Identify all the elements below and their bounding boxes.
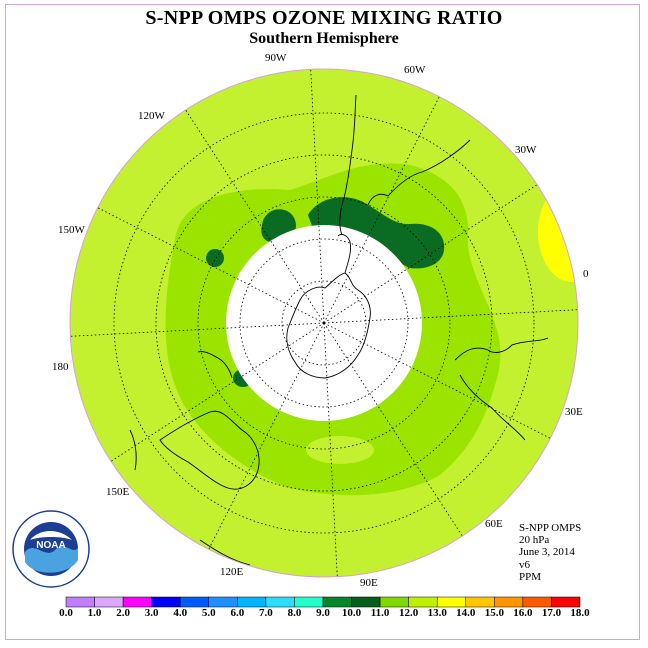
ozone-band-10-11 xyxy=(206,249,224,267)
latitude-circle xyxy=(281,280,367,366)
date-label: June 3, 2014 xyxy=(519,546,575,559)
graticule xyxy=(70,69,578,577)
australia-coast xyxy=(159,410,260,490)
colorbar-tick-label: 6.0 xyxy=(230,607,245,619)
colorbar-tick-label: 3.0 xyxy=(144,607,159,619)
indonesia-coast xyxy=(129,429,251,566)
instrument-label: S-NPP OMPS xyxy=(519,522,582,534)
lon-label-180: 180 xyxy=(52,361,69,373)
latitude-circle xyxy=(155,154,493,492)
africa-coast xyxy=(454,337,549,361)
lon-label-90e: 90E xyxy=(360,577,378,589)
ozone-field xyxy=(70,69,578,577)
latitude-circle xyxy=(197,196,451,450)
colorbar-tick-label: 16.0 xyxy=(513,607,533,619)
colorbar-tick-label: 17.0 xyxy=(541,607,562,619)
colorbar-tick-label: 4.0 xyxy=(173,607,188,619)
figure-frame xyxy=(5,4,640,640)
south-pole-marker xyxy=(322,321,326,325)
latitude-circle xyxy=(239,238,409,408)
lon-label-150e: 150E xyxy=(106,486,130,498)
lon-label-60w: 60W xyxy=(404,64,426,76)
colorbar-tick-label: 0.0 xyxy=(59,607,73,619)
pressure-level: 20 hPa xyxy=(519,534,550,547)
colorbar-tick-label: 13.0 xyxy=(427,607,447,619)
antarctica-coast xyxy=(286,272,371,379)
colorbar-tick-label: 14.0 xyxy=(456,607,476,619)
colorbar-tick-label: 7.0 xyxy=(259,607,273,619)
lon-label-60e: 60E xyxy=(485,518,503,530)
lon-label-150w: 150W xyxy=(58,224,85,236)
info-block: S-NPP OMPS 20 hPa June 3, 2014 v6 PPM xyxy=(519,522,581,583)
colorbar-tick-label: 8.0 xyxy=(287,607,302,619)
lon-label-90w: 90W xyxy=(265,52,287,64)
colorbar-tick-label: 1.0 xyxy=(87,607,102,619)
colorbar-tick-label: 9.0 xyxy=(316,607,330,619)
colorbar-tick-label: 5.0 xyxy=(201,607,216,619)
latitude-circle xyxy=(113,112,535,534)
new-zealand-coast xyxy=(197,351,233,379)
map-boundary xyxy=(69,68,579,578)
lon-label-30w: 30W xyxy=(515,144,537,156)
lon-label-120e: 120E xyxy=(220,566,244,578)
map-subtitle: Southern Hemisphere xyxy=(249,30,399,47)
colorbar-tick-label: 2.0 xyxy=(116,607,130,619)
colorbar-tick-label: 11.0 xyxy=(370,607,390,619)
ozone-band-10-11 xyxy=(308,197,445,269)
coastlines xyxy=(129,94,549,566)
lon-label-30e: 30E xyxy=(565,406,583,418)
ozone-band-12-13-patch xyxy=(306,436,374,464)
africa-coast-south xyxy=(459,374,526,441)
south-america-coast-east xyxy=(367,139,471,206)
lon-label-120w: 120W xyxy=(138,110,165,122)
version-label: v6 xyxy=(519,558,530,571)
colorbar-tick-label: 10.0 xyxy=(341,607,362,619)
colorbar-tick-label: 15.0 xyxy=(484,607,504,619)
colorbar-tick-label: 18.0 xyxy=(570,607,590,619)
lon-label-0: 0 xyxy=(583,268,589,280)
map-title: S-NPP OMPS OZONE MIXING RATIO xyxy=(145,7,503,29)
colorbar-tick-label: 12.0 xyxy=(399,607,419,619)
south-america-coast xyxy=(339,94,357,236)
units-label: PPM xyxy=(519,570,542,583)
